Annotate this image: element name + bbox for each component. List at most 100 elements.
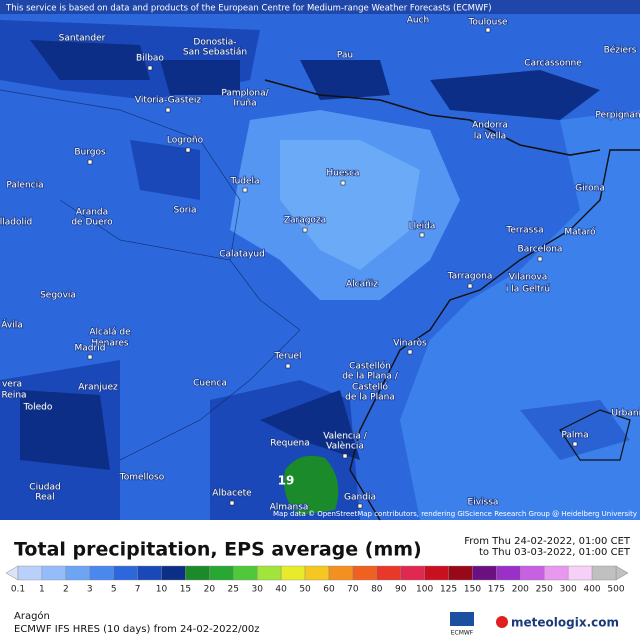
city-label: Perpignan (595, 111, 640, 121)
legend-label: 1 (39, 585, 45, 595)
city-label: Aranjuez (78, 383, 118, 393)
city-label: Tomelloso (119, 473, 165, 483)
city-label: Cuenca (193, 379, 227, 389)
city-label: Ávila (1, 319, 22, 331)
legend-swatch (520, 565, 545, 581)
city-marker (340, 180, 346, 186)
city-label: Eivissa (468, 498, 499, 508)
city-label: Vilanova (509, 273, 548, 283)
legend-label: 3 (87, 585, 93, 595)
city-label: lladolid (0, 218, 32, 228)
city-label: Aranda (76, 208, 108, 218)
city-label: Pamplona/ (221, 89, 269, 99)
legend-label: 30 (251, 585, 263, 595)
city-label: Palma (561, 431, 588, 441)
city-label: Alcañiz (346, 280, 378, 290)
legend-swatch (233, 565, 258, 581)
legend-label: 400 (583, 585, 600, 595)
city-label: Gandia (344, 493, 376, 503)
city-label: Valencia / (323, 432, 368, 442)
brand[interactable]: meteologix.com (511, 616, 619, 630)
city-label: Béziers (604, 45, 637, 56)
legend-label: 2 (63, 585, 69, 595)
city-label: Calatayud (219, 250, 265, 260)
legend-swatch (280, 565, 306, 581)
ecmwf-label: ECMWF (451, 630, 474, 637)
legend-swatch (400, 565, 425, 581)
legend-label: 7 (135, 585, 141, 595)
legend-label: 0.1 (11, 585, 25, 595)
brand-logo (496, 616, 508, 628)
legend-swatch (137, 565, 162, 581)
city-label: Santander (59, 34, 106, 44)
city-marker (357, 503, 363, 509)
city-label: Auch (407, 16, 430, 26)
legend-swatch (65, 565, 90, 581)
city-label: Madrid (75, 344, 106, 354)
legend-label: 70 (347, 585, 359, 595)
city-label: Pau (337, 51, 353, 61)
city-label: Bilbao (136, 54, 164, 64)
city-marker (87, 354, 93, 360)
city-label: Toulouse (467, 18, 508, 28)
city-marker (87, 159, 93, 165)
legend-swatch (352, 565, 378, 581)
city-label: Terrassa (505, 226, 543, 236)
city-marker (242, 187, 248, 193)
legend-label: 15 (180, 585, 191, 595)
city-marker (285, 363, 291, 369)
city-label: Albacete (212, 489, 252, 499)
city-label: Almansa (270, 503, 309, 513)
legend-label: 250 (536, 585, 553, 595)
city-label: Segovia (40, 291, 76, 301)
city-label: Soria (174, 206, 197, 216)
city-label: vera (2, 380, 22, 390)
city-label: Ciudad (29, 483, 60, 493)
city-label: Castellón (349, 361, 391, 372)
city-label: Tudela (229, 177, 259, 187)
city-label: Iruña (233, 99, 256, 109)
legend-label: 10 (156, 585, 168, 595)
city-label: Alcalá de (89, 328, 131, 338)
city-label: Huesca (326, 169, 359, 179)
legend-label: 100 (416, 585, 433, 595)
legend-swatch (209, 565, 234, 581)
header-band (0, 0, 640, 14)
legend-label: 175 (488, 585, 505, 595)
legend-swatch (89, 565, 114, 581)
city-labels: Auch Toulouse Santander Bilbao Donostia-San … (0, 15, 640, 514)
legend-swatch (496, 565, 521, 581)
city-label: Burgos (74, 148, 106, 158)
city-label: Mataró (564, 227, 596, 238)
city-marker (419, 232, 425, 238)
legend-swatch (376, 565, 401, 581)
legend-label: 80 (371, 585, 383, 595)
legend-swatch (328, 565, 354, 581)
legend-label: 500 (607, 585, 624, 595)
legend-label: 300 (560, 585, 577, 595)
legend-swatch (185, 565, 210, 581)
city-label: Palencia (6, 181, 43, 191)
legend-label: 60 (323, 585, 335, 595)
legend-label: 90 (395, 585, 407, 595)
city-label: Girona (575, 184, 605, 194)
legend-swatch (161, 565, 186, 581)
legend-swatch (544, 565, 569, 581)
city-label: Zaragoza (284, 216, 326, 226)
city-label: Vitoria-Gasteiz (135, 96, 202, 106)
city-marker (185, 147, 191, 153)
legend-swatch (41, 565, 67, 581)
city-label: Donostia- (193, 38, 236, 48)
legend-label: 25 (228, 585, 239, 595)
legend-swatch (448, 565, 473, 581)
city-label: de la Plana (345, 393, 395, 403)
city-marker (229, 500, 235, 506)
city-marker (467, 283, 473, 289)
city-marker (485, 27, 491, 33)
model-run: ECMWF IFS HRES (10 days) from 24-02-2022… (14, 624, 260, 635)
city-marker (572, 441, 578, 447)
ecmwf-logo (450, 612, 474, 626)
city-label: Real (35, 493, 54, 503)
legend-label: 40 (275, 585, 287, 595)
